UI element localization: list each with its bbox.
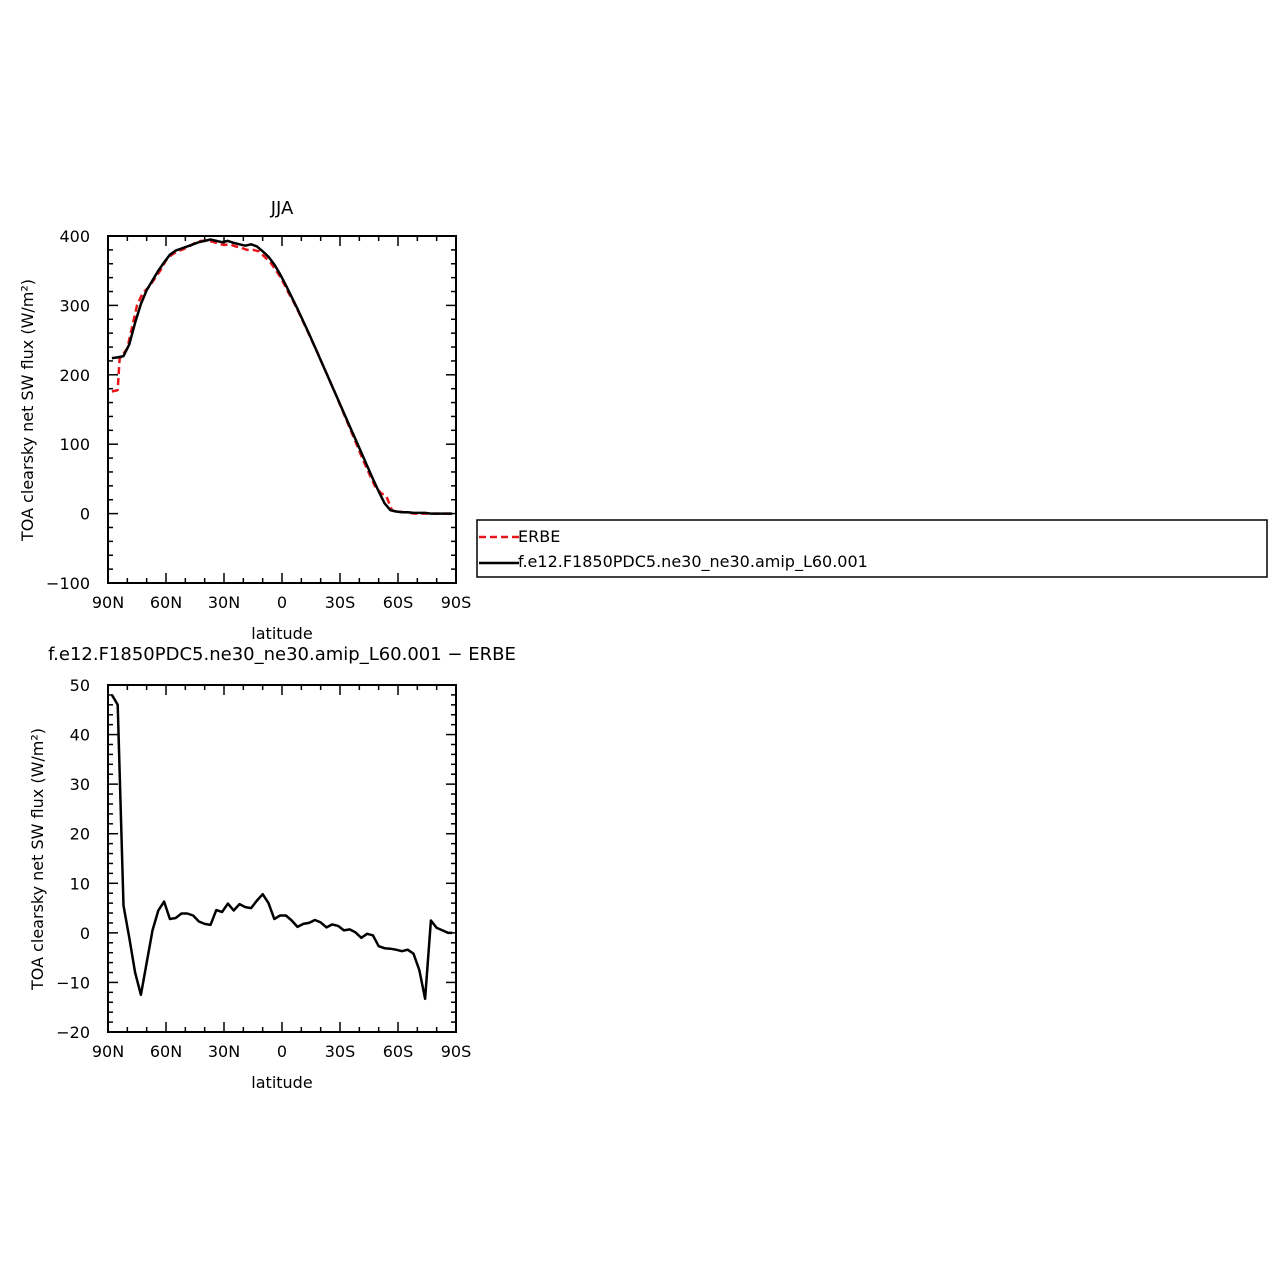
top-x-tick-label: 30S (325, 593, 356, 612)
bottom-y-tick-label: 50 (70, 676, 90, 695)
top-y-tick-label: 300 (59, 296, 90, 315)
top-x-tick-label: 90N (92, 593, 124, 612)
top-x-tick-label: 60N (150, 593, 182, 612)
bottom-x-tick-label: 0 (277, 1042, 287, 1061)
top-plot-frame (107, 235, 457, 584)
bottom-y-tick-label: −20 (56, 1023, 90, 1042)
top-x-axis-title: latitude (251, 624, 312, 643)
bottom-x-tick-label: 90N (92, 1042, 124, 1061)
bottom-y-tick-label: 30 (70, 775, 90, 794)
legend: ERBE f.e12.F1850PDC5.ne30_ne30.amip_L60.… (476, 519, 1268, 578)
top-x-tick-label: 60S (383, 593, 414, 612)
bottom-x-axis-title: latitude (251, 1073, 312, 1092)
bottom-y-tick-label: 10 (70, 874, 90, 893)
bottom-y-tick-label: 40 (70, 726, 90, 745)
legend-box (476, 519, 1268, 578)
top-y-tick-label: −100 (46, 574, 90, 593)
bottom-y-tick-label: 0 (80, 924, 90, 943)
bottom-y-axis-title: TOA clearsky net SW flux (W/m²) (28, 728, 47, 991)
top-axis-ticks: 90N 60N 30N 0 30S 60S 90S −100 0 100 200 300 400 (46, 227, 471, 612)
bottom-series-group (110, 694, 453, 1001)
top-series-line-1 (111, 238, 453, 515)
bottom-y-tick-label: −10 (56, 973, 90, 992)
top-y-axis-title: TOA clearsky net SW flux (W/m²) (18, 279, 37, 542)
top-series-line-0 (111, 239, 453, 515)
bottom-x-tick-label: 30S (325, 1042, 356, 1061)
top-x-tick-label: 30N (208, 593, 240, 612)
bottom-chart-title: f.e12.F1850PDC5.ne30_ne30.amip_L60.001 −… (48, 644, 516, 665)
top-y-tick-label: 100 (59, 435, 90, 454)
bottom-x-tick-label: 90S (441, 1042, 472, 1061)
bottom-x-tick-label: 60S (383, 1042, 414, 1061)
bottom-plot-frame (107, 684, 457, 1033)
bottom-panel: f.e12.F1850PDC5.ne30_ne30.amip_L60.001 −… (28, 644, 516, 1092)
top-series-group (111, 238, 453, 515)
bottom-x-tick-label: 30N (208, 1042, 240, 1061)
top-chart-title: JJA (270, 198, 294, 219)
bottom-x-tick-label: 60N (150, 1042, 182, 1061)
bottom-y-tick-label: 20 (70, 825, 90, 844)
legend-label-model: f.e12.F1850PDC5.ne30_ne30.amip_L60.001 (518, 552, 868, 572)
top-x-tick-label: 0 (277, 593, 287, 612)
top-y-tick-label: 200 (59, 366, 90, 385)
bottom-series-line-0 (110, 694, 453, 1001)
legend-label-erbe: ERBE (518, 527, 560, 546)
top-x-tick-label: 90S (441, 593, 472, 612)
top-y-tick-label: 400 (59, 227, 90, 246)
top-panel: JJA TOA clearsky net SW flux (W/m²) lati… (18, 198, 471, 643)
top-y-tick-label: 0 (80, 505, 90, 524)
